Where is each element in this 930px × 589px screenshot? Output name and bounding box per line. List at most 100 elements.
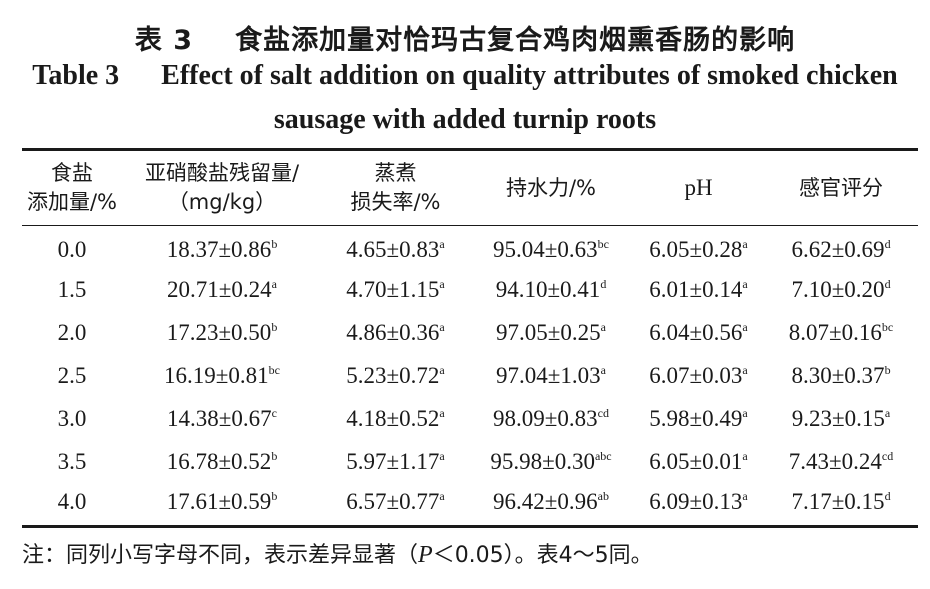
- significance-letter: d: [600, 277, 607, 291]
- cell-nitrite: 20.71±0.24a: [122, 269, 322, 312]
- significance-letter: d: [884, 277, 891, 291]
- footnote-p-symbol: P: [418, 542, 433, 568]
- significance-letter: a: [439, 277, 445, 291]
- header-sensory-score: 感官评分: [764, 149, 918, 226]
- cell-value: 16.78±0.52: [166, 449, 272, 474]
- cell-nitrite: 16.19±0.81bc: [122, 355, 322, 398]
- cell-sensory: 7.17±0.15d: [764, 484, 918, 527]
- cell-value: 98.09±0.83: [493, 406, 598, 431]
- cell-value: 5.97±1.17: [346, 449, 440, 474]
- cell-cooking: 4.86±0.36a: [322, 312, 469, 355]
- cell-value: 5.23±0.72: [346, 363, 440, 388]
- cell-value: 6.09±0.13: [649, 489, 743, 515]
- significance-letter: a: [742, 489, 748, 504]
- cell-sensory: 7.43±0.24cd: [764, 441, 918, 484]
- cell-salt-level: 3.0: [57, 406, 87, 431]
- table-caption-english-line1: Effect of salt addition on quality attri…: [161, 60, 898, 91]
- significance-letter: b: [271, 489, 278, 504]
- cell-nitrite: 17.23±0.50b: [122, 312, 322, 355]
- significance-letter: a: [884, 406, 891, 420]
- cell-whc: 96.42±0.96ab: [469, 484, 633, 527]
- table-caption-english-line2: sausage with added turnip roots: [273, 104, 657, 135]
- significance-letter: a: [439, 320, 445, 334]
- cell-value: 95.98±0.30: [490, 449, 595, 474]
- significance-letter: cd: [881, 449, 894, 463]
- footnote-text-end: ＜0.05）。表4～5同。: [432, 543, 653, 568]
- cell-value: 6.62±0.69: [791, 237, 885, 263]
- significance-letter: c: [271, 406, 277, 420]
- cell-value: 17.23±0.50: [166, 320, 272, 345]
- table-title-chinese: 表 3 食盐添加量对恰玛古复合鸡肉烟熏香肠的影响: [0, 18, 930, 57]
- cell-value: 7.43±0.24: [788, 449, 882, 474]
- cell-salt-level: 0.0: [57, 237, 87, 263]
- cell-ph: 6.05±0.28a: [633, 226, 764, 269]
- significance-letter: a: [439, 363, 445, 377]
- table-footnote: 注：同列小写字母不同，表示差异显著（P＜0.05）。表4～5同。: [22, 537, 653, 569]
- cell-nitrite: 16.78±0.52b: [122, 441, 322, 484]
- cell-value: 7.10±0.20: [791, 277, 885, 302]
- table-header-row: 食盐 添加量/% 亚硝酸盐残留量/（mg/kg） 蒸煮 损失率/% 持水力/% pH…: [22, 149, 918, 226]
- significance-letter: a: [439, 449, 445, 463]
- footnote-text-start: 注：同列小写字母不同，表示差异显著（: [22, 543, 419, 568]
- significance-letter: a: [600, 363, 606, 377]
- table-caption-chinese: 食盐添加量对恰玛古复合鸡肉烟熏香肠的影响: [235, 25, 796, 56]
- table-number-english: Table 3: [32, 60, 120, 91]
- cell-salt-level: 2.5: [57, 363, 87, 388]
- significance-letter: a: [439, 489, 445, 504]
- cell-value: 95.04±0.63: [493, 237, 598, 263]
- significance-letter: a: [439, 406, 445, 420]
- cell-nitrite: 17.61±0.59b: [122, 484, 322, 527]
- cell-value: 7.17±0.15: [791, 489, 885, 515]
- cell-value: 9.23±0.15: [791, 406, 885, 431]
- cell-value: 16.19±0.81: [164, 363, 269, 388]
- significance-letter: a: [742, 320, 748, 334]
- cell-value: 6.01±0.14: [649, 277, 743, 302]
- cell-value: 4.86±0.36: [346, 320, 440, 345]
- header-salt-addition: 食盐 添加量/%: [22, 149, 122, 226]
- significance-letter: a: [742, 449, 748, 463]
- significance-letter: cd: [597, 406, 609, 420]
- cell-sensory: 8.07±0.16bc: [764, 312, 918, 355]
- cell-whc: 97.05±0.25a: [469, 312, 633, 355]
- cell-value: 96.42±0.96: [493, 489, 598, 515]
- cell-value: 6.04±0.56: [649, 320, 743, 345]
- significance-letter: b: [271, 237, 278, 252]
- cell-cooking: 4.65±0.83a: [322, 226, 469, 269]
- cell-value: 6.07±0.03: [649, 363, 743, 388]
- cell-value: 97.04±1.03: [496, 363, 601, 388]
- table-row: 3.0 14.38±0.67c 4.18±0.52a 98.09±0.83cd 5.98…: [22, 398, 918, 441]
- cell-whc: 97.04±1.03a: [469, 355, 633, 398]
- cell-value: 6.05±0.28: [649, 237, 743, 263]
- cell-sensory: 8.30±0.37b: [764, 355, 918, 398]
- significance-letter: bc: [597, 237, 609, 252]
- cell-nitrite: 18.37±0.86b: [122, 226, 322, 269]
- significance-letter: a: [271, 277, 277, 291]
- cell-cooking: 4.70±1.15a: [322, 269, 469, 312]
- significance-letter: b: [271, 320, 278, 334]
- table-row: 2.0 17.23±0.50b 4.86±0.36a 97.05±0.25a 6.04±…: [22, 312, 918, 355]
- cell-value: 18.37±0.86: [166, 237, 272, 263]
- cell-value: 6.57±0.77: [346, 489, 440, 515]
- cell-salt-level: 3.5: [57, 449, 87, 474]
- cell-value: 6.05±0.01: [649, 449, 743, 474]
- cell-salt-level: 4.0: [57, 489, 87, 515]
- significance-letter: b: [271, 449, 278, 463]
- table-body: 0.0 18.37±0.86b 4.65±0.83a 95.04±0.63bc 6.05…: [22, 226, 918, 527]
- table-row: 3.5 16.78±0.52b 5.97±1.17a 95.98±0.30abc 6.0…: [22, 441, 918, 484]
- cell-whc: 95.04±0.63bc: [469, 226, 633, 269]
- cell-value: 8.07±0.16: [788, 320, 882, 345]
- cell-value: 94.10±0.41: [495, 277, 601, 302]
- cell-ph: 6.09±0.13a: [633, 484, 764, 527]
- cell-value: 4.18±0.52: [346, 406, 440, 431]
- significance-letter: a: [742, 237, 748, 252]
- cell-cooking: 6.57±0.77a: [322, 484, 469, 527]
- header-nitrite-residue: 亚硝酸盐残留量/（mg/kg）: [122, 149, 322, 226]
- cell-value: 14.38±0.67: [167, 406, 272, 431]
- significance-letter: bc: [881, 320, 894, 334]
- cell-value: 20.71±0.24: [167, 277, 272, 302]
- significance-letter: ab: [597, 489, 609, 504]
- cell-ph: 6.05±0.01a: [633, 441, 764, 484]
- significance-letter: abc: [594, 449, 612, 463]
- cell-ph: 6.04±0.56a: [633, 312, 764, 355]
- table-row: 0.0 18.37±0.86b 4.65±0.83a 95.04±0.63bc 6.05…: [22, 226, 918, 269]
